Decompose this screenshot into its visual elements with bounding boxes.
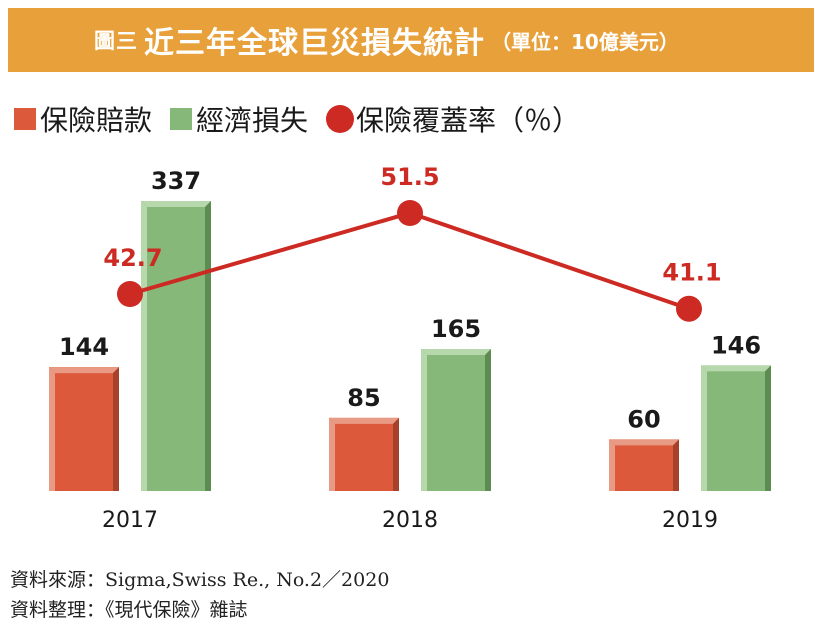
- legend-item-claims: 保險賠款: [14, 99, 152, 139]
- bar-claims-2018: [329, 417, 399, 491]
- bar-bevel-top-claims-2019: [609, 439, 679, 446]
- bar-bevel-left-economic-loss-2017: [141, 201, 147, 491]
- legend-swatch-economic-loss: [170, 108, 193, 130]
- bar-bevel-left-claims-2019: [609, 439, 615, 491]
- x-tick-label-2017: 2017: [102, 508, 158, 533]
- source-note: 資料來源：Sigma,Swiss Re., No.2／2020: [10, 569, 390, 591]
- legend-label-coverage-rate: 保險覆蓋率（％）: [356, 104, 581, 137]
- bar-claims-2019: [609, 439, 679, 491]
- bar-bevel-right-economic-loss-2018: [485, 349, 491, 491]
- bar-bevel-top-claims-2017: [49, 367, 119, 374]
- unit-label: （單位：10億美元）: [491, 29, 679, 54]
- x-tick-label-2019: 2019: [662, 508, 718, 533]
- bar-bevel-left-economic-loss-2019: [701, 365, 707, 491]
- coverage-rate-label-2017: 42.7: [103, 244, 162, 272]
- bar-bevel-right-economic-loss-2017: [205, 201, 211, 491]
- data-label-claims-2017: 144: [59, 333, 109, 361]
- bar-bevel-top-economic-loss-2017: [141, 201, 211, 207]
- bar-bevel-right-claims-2018: [393, 417, 399, 491]
- bar-economic-loss-2018: [421, 349, 491, 491]
- bar-bevel-right-claims-2019: [673, 439, 679, 491]
- bar-bevel-left-economic-loss-2018: [421, 349, 427, 491]
- legend-label-claims: 保險賠款: [40, 104, 153, 137]
- coverage-rate-point-2019: [676, 295, 702, 322]
- coverage-rate-label-2019: 41.1: [662, 259, 721, 287]
- coverage-rate-point-2017: [117, 281, 143, 307]
- legend: 保險賠款 經濟損失 保險覆蓋率（％）: [14, 101, 598, 137]
- bar-bevel-top-claims-2018: [329, 417, 399, 424]
- coverage-rate-line: [129, 210, 690, 311]
- legend-swatch-coverage-rate: [326, 105, 355, 133]
- bar-economic-loss-2019: [701, 365, 771, 491]
- bar-claims-2017: [49, 367, 119, 491]
- x-tick-label-2018: 2018: [382, 508, 438, 533]
- coverage-rate-label-2018: 51.5: [380, 163, 439, 191]
- coverage-rate-point-2018: [397, 200, 423, 226]
- title-banner: 圖三 近三年全球巨災損失統計 （單位：10億美元）: [8, 8, 814, 72]
- compiled-note: 資料整理：《現代保險》雜誌: [10, 599, 248, 621]
- figure-label: 圖三: [94, 29, 138, 53]
- data-label-claims-2019: 60: [627, 405, 660, 433]
- bar-economic-loss-2017: [141, 201, 211, 491]
- chart-title: 近三年全球巨災損失統計: [144, 26, 485, 61]
- data-label-economic-loss-2017: 337: [151, 167, 201, 195]
- legend-item-coverage-rate: 保險覆蓋率（％）: [326, 99, 580, 139]
- data-label-economic-loss-2018: 165: [431, 315, 481, 343]
- legend-label-economic-loss: 經濟損失: [196, 104, 309, 137]
- bar-bevel-top-economic-loss-2019: [701, 365, 771, 372]
- bar-bevel-right-claims-2017: [113, 367, 119, 491]
- bar-bevel-top-economic-loss-2018: [421, 349, 491, 356]
- bar-bevel-left-claims-2017: [49, 367, 55, 491]
- legend-swatch-claims: [14, 108, 36, 130]
- data-label-economic-loss-2019: 146: [711, 331, 761, 359]
- data-label-claims-2018: 85: [347, 384, 380, 412]
- bar-bevel-left-claims-2018: [329, 417, 335, 491]
- bar-bevel-right-economic-loss-2019: [765, 365, 771, 491]
- legend-item-economic-loss: 經濟損失: [170, 99, 308, 139]
